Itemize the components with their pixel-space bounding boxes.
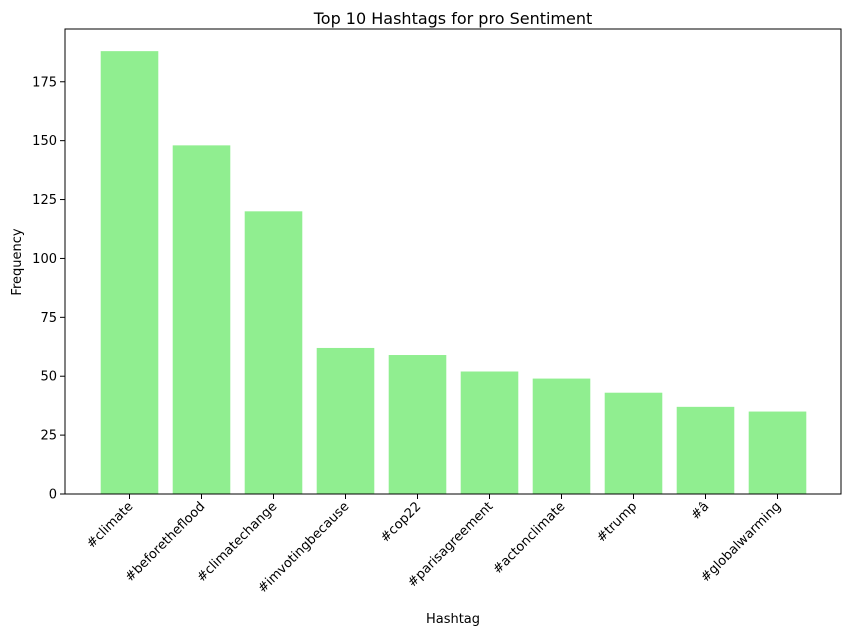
y-tick-label: 175 xyxy=(32,75,57,90)
bar-5 xyxy=(460,371,519,494)
x-axis-title: Hashtag xyxy=(426,612,480,627)
y-tick-label: 0 xyxy=(49,488,57,503)
bar-2 xyxy=(244,211,303,494)
bar-9 xyxy=(748,411,807,494)
bar-3 xyxy=(316,347,375,494)
bar-7 xyxy=(604,392,663,494)
y-tick-label: 150 xyxy=(32,134,57,149)
x-tick-label: #climate xyxy=(84,499,136,551)
x-tick-label: #trump xyxy=(594,499,640,545)
bar-1 xyxy=(172,145,231,494)
x-tick-label: #globalwarming xyxy=(698,499,784,585)
y-axis-title: Frequency xyxy=(10,228,25,295)
chart-title: Top 10 Hashtags for pro Sentiment xyxy=(313,9,593,28)
y-tick-label: 125 xyxy=(32,193,57,208)
y-tick-label: 25 xyxy=(40,429,57,444)
x-axis: #climate#beforetheflood#climatechange#im… xyxy=(84,494,784,596)
y-axis: 0 25 50 75 100 125 150 175 xyxy=(32,75,65,503)
bar-8 xyxy=(676,406,735,494)
x-tick-label: #â xyxy=(688,499,712,523)
y-tick-label: 50 xyxy=(40,370,57,385)
x-tick-label: #cop22 xyxy=(378,499,425,546)
y-tick-label: 75 xyxy=(40,311,57,326)
bar-4 xyxy=(388,355,447,494)
plot-frame xyxy=(64,28,842,495)
x-tick-label: #actonclimate xyxy=(490,499,568,577)
bar-6 xyxy=(532,378,591,494)
bars-group xyxy=(100,51,807,495)
y-tick-label: 100 xyxy=(32,252,57,267)
bar-0 xyxy=(100,51,159,495)
